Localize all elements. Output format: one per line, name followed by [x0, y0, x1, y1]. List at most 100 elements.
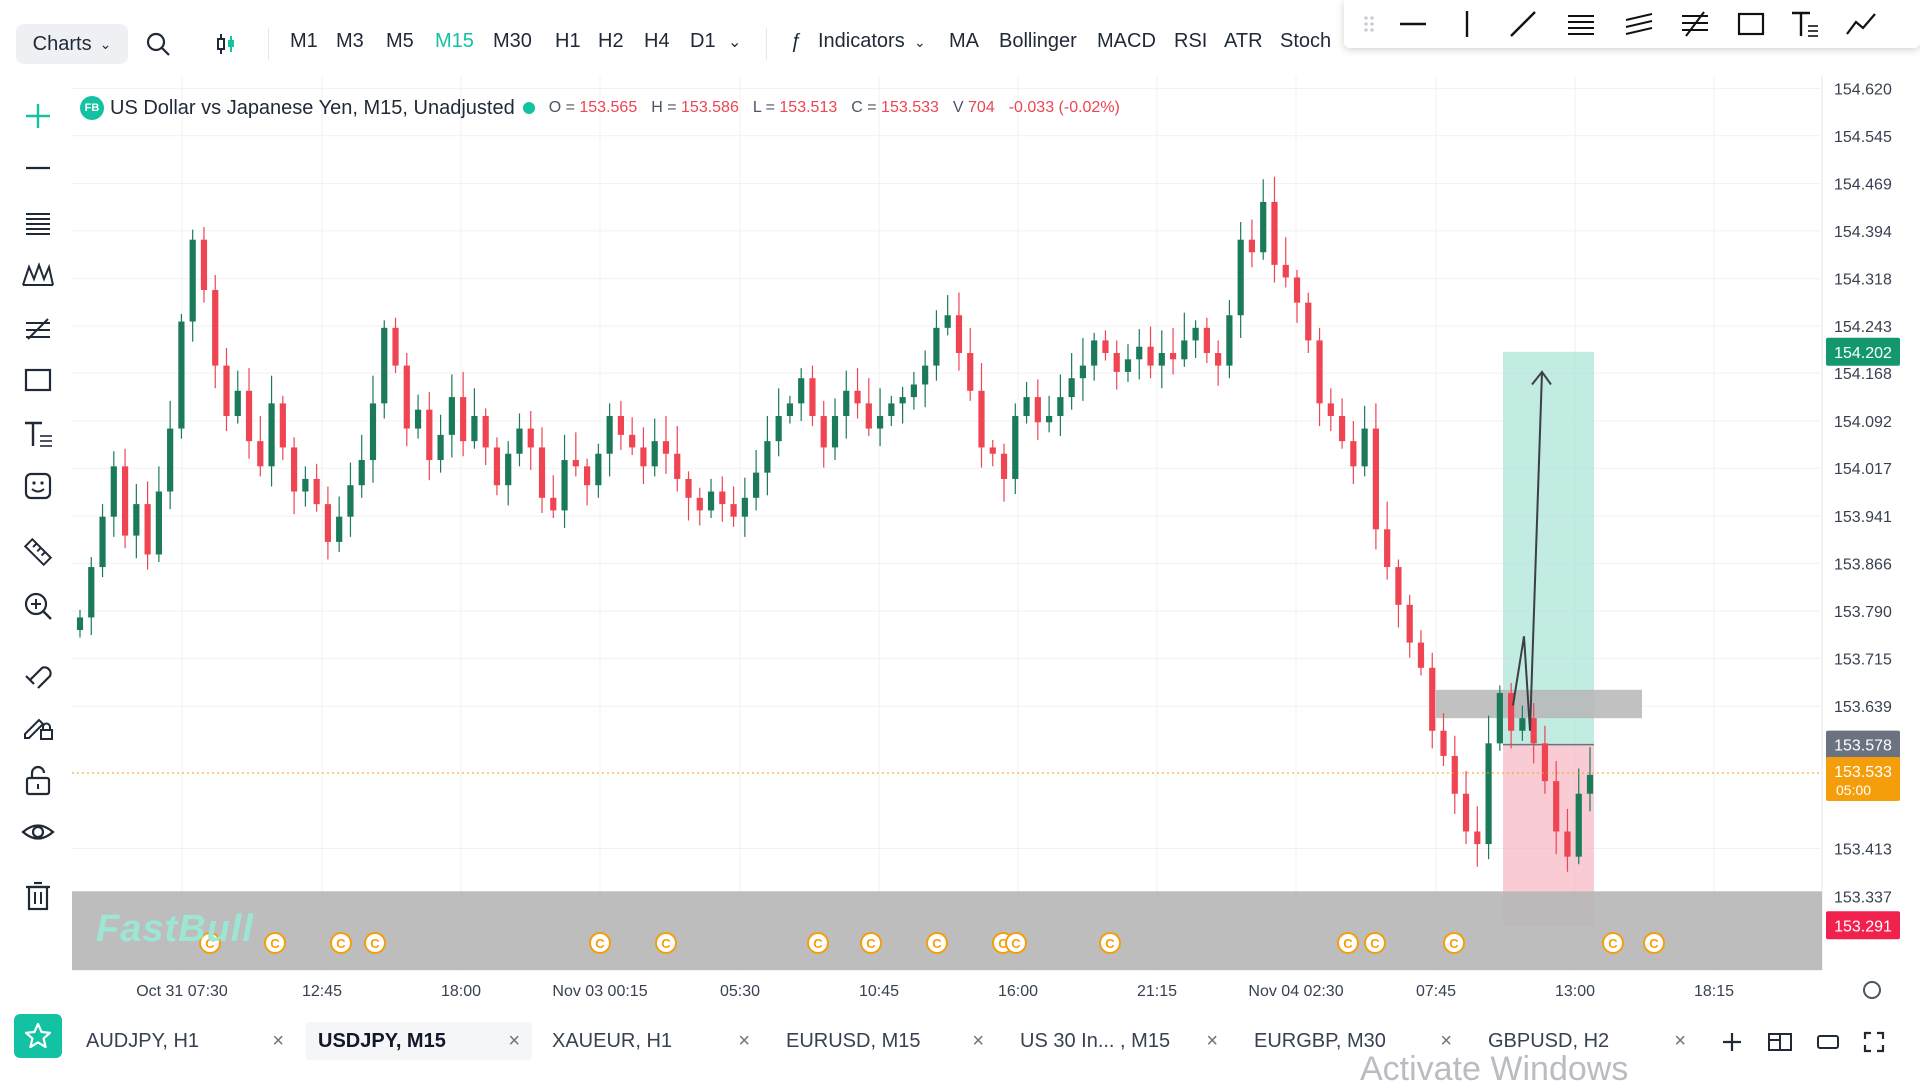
trend-line-icon[interactable] — [1506, 8, 1540, 40]
indicators-chevron-icon[interactable]: ⌄ — [914, 34, 926, 50]
price-chart[interactable]: 154.620 154.545 154.469 154.394 154.318 154.2… — [0, 0, 1920, 1010]
timeframe-m5[interactable]: M5 — [386, 30, 414, 52]
drag-handle-icon[interactable] — [1354, 8, 1388, 40]
indicator-macd[interactable]: MACD — [1097, 30, 1156, 52]
timeframe-h4[interactable]: H4 — [644, 30, 670, 52]
timeframe-m15[interactable]: M15 — [435, 30, 474, 52]
tab-us30-m15[interactable]: US 30 In... , M15 × — [1008, 1022, 1230, 1060]
emoji-sticker-icon[interactable] — [18, 466, 58, 506]
draw-lock-icon[interactable] — [18, 706, 58, 746]
pattern-tool-icon[interactable] — [18, 254, 58, 294]
candle-body — [1496, 692, 1503, 744]
split-layout-icon[interactable] — [1764, 1026, 1796, 1058]
charts-menu-button[interactable]: Charts ⌄ — [16, 24, 128, 64]
crosshair-plus-icon[interactable] — [18, 96, 58, 136]
horizontal-line-tool-icon[interactable] — [18, 148, 58, 188]
parallel-channel-icon[interactable] — [1622, 8, 1656, 40]
ruler-measure-icon[interactable] — [18, 532, 58, 572]
indicator-atr[interactable]: ATR — [1224, 30, 1263, 52]
horizontal-channel-icon[interactable] — [1564, 8, 1598, 40]
candle-body — [1237, 239, 1244, 316]
function-icon: ƒ — [790, 30, 802, 52]
candle-body — [234, 390, 241, 416]
text-tool-icon[interactable] — [1788, 8, 1822, 40]
close-tab-icon[interactable]: × — [1206, 1029, 1218, 1052]
candle-body — [1046, 415, 1053, 423]
close-tab-icon[interactable]: × — [738, 1029, 750, 1052]
entry-price-label: 153.578 — [1834, 738, 1892, 755]
indicator-stoch[interactable]: Stoch — [1280, 30, 1332, 52]
timeframe-d1[interactable]: D1 — [690, 30, 716, 52]
candle-body — [1012, 415, 1019, 479]
close-tab-icon[interactable]: × — [508, 1029, 520, 1052]
tab-usdjpy-m15[interactable]: USDJPY, M15 × — [306, 1022, 532, 1060]
channel-tool-icon[interactable] — [18, 202, 58, 242]
tab-audjpy-h1[interactable]: AUDJPY, H1 × — [74, 1022, 296, 1060]
candle-body — [527, 428, 534, 448]
x-tick-label: 18:15 — [1694, 983, 1734, 1000]
fibonacci-icon[interactable] — [1678, 8, 1712, 40]
timeframe-m3[interactable]: M3 — [336, 30, 364, 52]
candle-body — [1147, 346, 1154, 366]
favorites-star-button[interactable] — [14, 1014, 62, 1058]
candle-body — [1372, 428, 1379, 530]
timeframe-m30[interactable]: M30 — [493, 30, 532, 52]
close-tab-icon[interactable]: × — [272, 1029, 284, 1052]
indicator-rsi[interactable]: RSI — [1174, 30, 1208, 52]
candle-body — [167, 428, 174, 492]
rectangle-tool-icon[interactable] — [18, 360, 58, 400]
candle-body — [1406, 604, 1413, 643]
x-tick-label: 10:45 — [859, 983, 899, 1000]
fib-tool-icon[interactable] — [18, 308, 58, 348]
search-icon[interactable] — [140, 26, 176, 62]
tab-gbpusd-h2[interactable]: GBPUSD, H2 × — [1476, 1022, 1698, 1060]
timeframe-m1[interactable]: M1 — [290, 30, 318, 52]
economic-event-marker — [1337, 932, 1359, 954]
more-timeframes-chevron-icon[interactable]: ⌄ — [728, 34, 742, 51]
lock-icon[interactable] — [18, 760, 58, 800]
candle-body — [730, 504, 737, 517]
horizontal-line-icon[interactable] — [1396, 8, 1430, 40]
tab-xaueur-h1[interactable]: XAUEUR, H1 × — [540, 1022, 762, 1060]
zoom-in-icon[interactable] — [18, 586, 58, 626]
close-tab-icon[interactable]: × — [1674, 1029, 1686, 1052]
fastbull-watermark-logo: FastBull — [96, 908, 254, 950]
indicator-ma[interactable]: MA — [949, 30, 979, 52]
text-tool-sidebar-icon[interactable] — [18, 414, 58, 454]
timeframe-h1[interactable]: H1 — [555, 30, 581, 52]
settings-gear-icon[interactable] — [1863, 981, 1881, 999]
x-tick-label: 12:45 — [302, 983, 342, 1000]
add-tab-icon[interactable] — [1716, 1026, 1748, 1058]
close-tab-icon[interactable]: × — [1440, 1029, 1452, 1052]
tab-eurgbp-m30[interactable]: EURGBP, M30 × — [1242, 1022, 1464, 1060]
x-tick-label: 21:15 — [1137, 983, 1177, 1000]
y-tick-label: 154.168 — [1834, 366, 1892, 383]
candle-body — [1203, 327, 1210, 354]
trash-icon[interactable] — [18, 876, 58, 916]
tab-label: GBPUSD, H2 — [1488, 1029, 1610, 1052]
x-tick-label: 07:45 — [1416, 983, 1456, 1000]
fullscreen-icon[interactable] — [1858, 1026, 1890, 1058]
vertical-line-icon[interactable] — [1450, 8, 1484, 40]
candle-body — [719, 491, 726, 505]
magnet-icon[interactable] — [18, 654, 58, 694]
candle-body — [1338, 415, 1346, 442]
economic-event-marker — [1364, 932, 1386, 954]
eye-visibility-icon[interactable] — [18, 812, 58, 852]
timeframe-h2[interactable]: H2 — [598, 30, 624, 52]
indicator-bollinger[interactable]: Bollinger — [999, 30, 1077, 52]
candle-body — [189, 239, 196, 322]
candle-body — [888, 403, 895, 416]
candle-body — [426, 409, 433, 461]
single-layout-icon[interactable] — [1812, 1026, 1844, 1058]
close-tab-icon[interactable]: × — [972, 1029, 984, 1052]
candle-body — [1215, 353, 1222, 366]
event-marker-glyph: C — [370, 936, 380, 951]
tab-eurusd-m15[interactable]: EURUSD, M15 × — [774, 1022, 996, 1060]
indicators-button[interactable]: Indicators — [818, 30, 905, 52]
tab-label: US 30 In... , M15 — [1020, 1029, 1171, 1052]
current-price-label-bg — [1826, 756, 1900, 801]
candlestick-type-icon[interactable] — [208, 26, 244, 62]
rectangle-icon[interactable] — [1734, 8, 1768, 40]
path-tool-icon[interactable] — [1844, 8, 1878, 40]
